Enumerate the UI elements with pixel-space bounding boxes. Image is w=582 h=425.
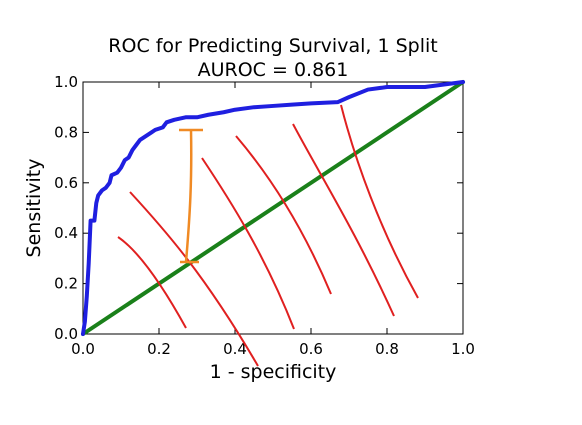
chart-title: ROC for Predicting Survival, 1 Split bbox=[108, 35, 437, 57]
x-tick-label: 0.4 bbox=[223, 340, 247, 358]
annotation-red-stroke-3 bbox=[201, 157, 295, 330]
y-tick-label: 0.4 bbox=[54, 224, 78, 242]
y-tick-label: 0.8 bbox=[54, 123, 78, 141]
y-tick-label: 1.0 bbox=[54, 73, 78, 91]
annotation-red-stroke-1 bbox=[117, 236, 187, 329]
y-tick-label: 0.6 bbox=[54, 174, 78, 192]
x-tick-label: 0.2 bbox=[147, 340, 171, 358]
annotation-orange-vertical bbox=[184, 129, 193, 263]
annotation-red-stroke-4 bbox=[235, 135, 332, 295]
tick-labels: 0.0 0.2 0.4 0.6 0.8 1.0 0.0 0.2 0.4 0.6 0.8 1.0 bbox=[54, 73, 475, 358]
hand-drawn-annotations bbox=[117, 104, 419, 367]
annotation-red-stroke-5 bbox=[292, 123, 395, 317]
x-axis-label: 1 - specificity bbox=[210, 361, 337, 383]
y-tick-label: 0.2 bbox=[54, 275, 78, 293]
chart-subtitle: AUROC = 0.861 bbox=[198, 59, 349, 81]
diagonal-reference-line bbox=[81, 80, 465, 336]
x-tick-label: 0.8 bbox=[375, 340, 399, 358]
x-tick-label: 0.0 bbox=[71, 340, 95, 358]
annotation-red-stroke-6 bbox=[340, 104, 419, 299]
x-tick-label: 0.6 bbox=[299, 340, 323, 358]
y-tick-label: 0.0 bbox=[54, 325, 78, 343]
roc-curve bbox=[81, 80, 465, 336]
x-tick-label: 1.0 bbox=[451, 340, 475, 358]
y-axis-label: Sensitivity bbox=[23, 159, 45, 258]
